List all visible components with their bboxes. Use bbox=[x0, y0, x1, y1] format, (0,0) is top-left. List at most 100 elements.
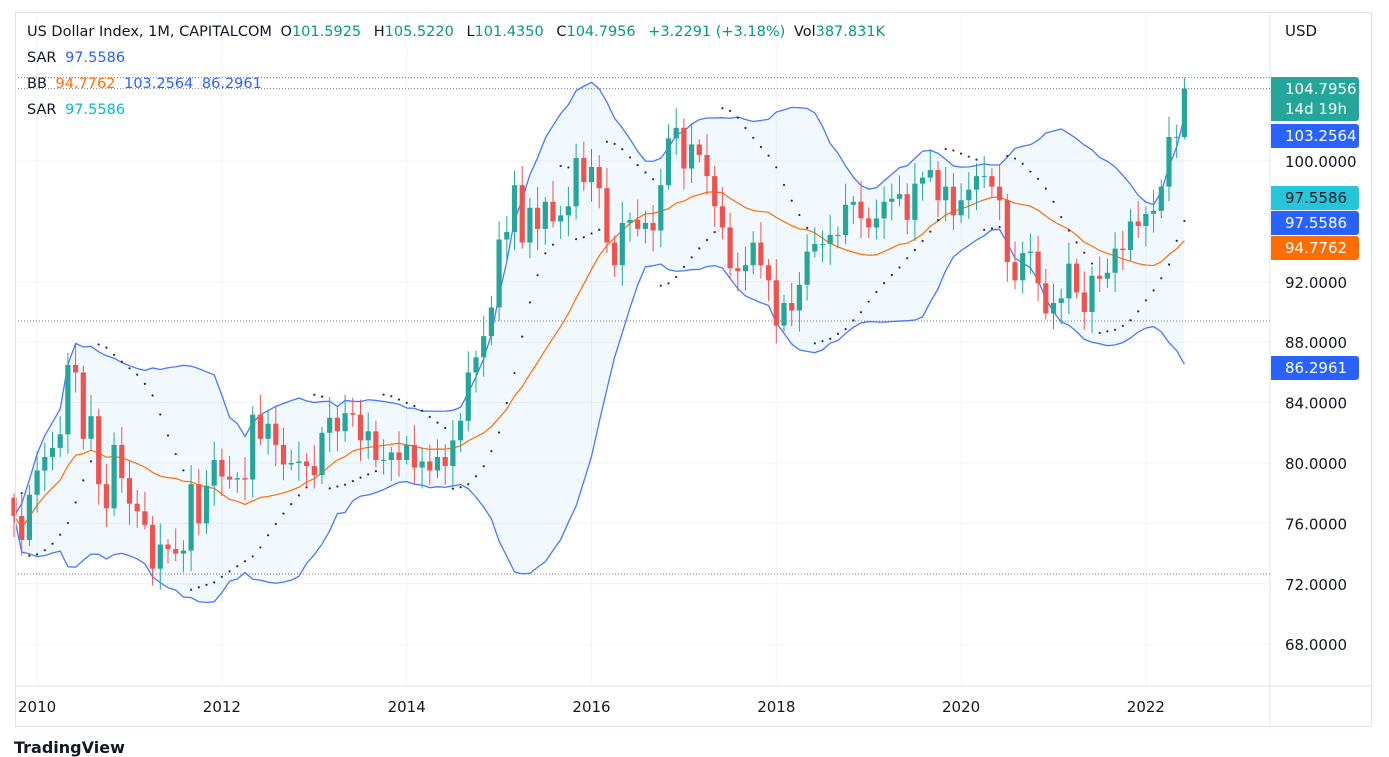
price-badge: 97.5586 bbox=[1271, 185, 1359, 210]
sar-dot bbox=[405, 401, 408, 404]
sar-dot bbox=[1152, 289, 1155, 292]
candle-body bbox=[588, 167, 595, 183]
candle-body bbox=[950, 186, 956, 216]
sar-dot bbox=[143, 382, 146, 385]
sar-dot bbox=[628, 156, 632, 159]
candle-body bbox=[404, 444, 410, 460]
candle-body bbox=[1081, 292, 1087, 312]
bar-countdown: 14d 19h bbox=[1285, 99, 1347, 118]
sar-dot bbox=[190, 588, 193, 591]
sar-dot bbox=[51, 542, 54, 545]
candle-body bbox=[681, 127, 687, 169]
time-tick-label: 2016 bbox=[572, 698, 610, 716]
candle-body bbox=[1097, 275, 1103, 279]
candle-body bbox=[396, 452, 402, 460]
sar-dot bbox=[89, 460, 93, 463]
sar-dot bbox=[498, 431, 501, 434]
sar-dot bbox=[752, 136, 755, 139]
sar-dot bbox=[636, 164, 639, 167]
sar-dot bbox=[667, 282, 670, 285]
candle-body bbox=[357, 414, 364, 441]
sar-dot bbox=[313, 393, 316, 396]
candle-body bbox=[1158, 186, 1164, 211]
legend-bb[interactable]: BB 94.7762 103.2564 86.2961 bbox=[27, 76, 262, 92]
sar-dot bbox=[297, 494, 300, 497]
candle-body bbox=[419, 461, 425, 468]
sar-dot bbox=[490, 450, 493, 453]
candle-body bbox=[1012, 262, 1018, 281]
candle-body bbox=[304, 461, 310, 467]
candle-body bbox=[873, 218, 879, 228]
price-tick-label: 100.0000 bbox=[1285, 153, 1357, 171]
candle-body bbox=[350, 413, 356, 415]
sar-dot bbox=[836, 332, 840, 335]
candle-body bbox=[203, 485, 210, 524]
candle-body bbox=[458, 420, 464, 441]
sar-dot bbox=[936, 218, 940, 222]
candle-body bbox=[796, 284, 802, 311]
sar-dot bbox=[790, 199, 793, 202]
candle-body bbox=[1027, 251, 1033, 254]
candle-body bbox=[704, 154, 710, 177]
sar-dot bbox=[659, 284, 662, 287]
candle-body bbox=[889, 198, 895, 202]
candle-body bbox=[327, 417, 333, 433]
price-tick-label: 72.0000 bbox=[1285, 576, 1347, 594]
candle-body bbox=[142, 511, 148, 525]
sar-dot bbox=[105, 346, 108, 349]
candle-body bbox=[850, 201, 856, 205]
sar-dot bbox=[883, 282, 886, 285]
sar-dot bbox=[136, 373, 139, 376]
candle-body bbox=[119, 444, 125, 479]
candle-body bbox=[812, 244, 818, 252]
sar-dot bbox=[1129, 319, 1132, 322]
badge-value: 86.2961 bbox=[1285, 358, 1348, 377]
currency-label[interactable]: USD bbox=[1285, 22, 1318, 40]
symbol-title[interactable]: US Dollar Index, 1M, CAPITALCOM bbox=[27, 24, 272, 40]
sar-dot bbox=[421, 409, 424, 412]
sar-dot bbox=[1006, 154, 1009, 158]
candle-body bbox=[858, 201, 864, 219]
candle-body bbox=[388, 452, 394, 460]
candle-body bbox=[173, 549, 179, 554]
candle-body bbox=[1058, 298, 1064, 303]
candle-body bbox=[296, 461, 302, 463]
candle-body bbox=[1050, 302, 1057, 314]
sar-dot bbox=[690, 256, 693, 259]
sar-dot bbox=[220, 575, 223, 578]
sar-dot bbox=[482, 465, 485, 468]
sar-dot bbox=[1121, 324, 1124, 328]
legend-sar-2[interactable]: SAR 97.5586 bbox=[27, 102, 126, 118]
sar-dot bbox=[459, 486, 462, 489]
sar-dot bbox=[43, 549, 46, 552]
sar-dot bbox=[983, 228, 986, 232]
candle-body bbox=[712, 176, 718, 207]
candle-body bbox=[504, 231, 510, 240]
candle-body bbox=[134, 503, 140, 512]
time-tick-label: 2010 bbox=[18, 698, 56, 716]
sar-dot bbox=[921, 239, 924, 243]
candle-body bbox=[696, 144, 702, 155]
sar-dot bbox=[413, 404, 416, 408]
sar-dot bbox=[320, 395, 324, 398]
candle-body bbox=[234, 478, 240, 480]
candle-body bbox=[997, 186, 1003, 201]
sar-dot bbox=[682, 265, 686, 268]
candle-body bbox=[1174, 136, 1180, 138]
candle-body bbox=[581, 157, 587, 183]
sar-dot bbox=[990, 227, 994, 230]
sar-dot bbox=[967, 155, 970, 158]
sar-dot bbox=[590, 232, 593, 235]
legend-sar-1[interactable]: SAR 97.5586 bbox=[27, 50, 126, 66]
sar-dot bbox=[351, 480, 354, 483]
sar-dot bbox=[1167, 263, 1171, 266]
candle-body bbox=[758, 242, 764, 266]
candle-body bbox=[1143, 213, 1149, 226]
sar-dot bbox=[767, 154, 770, 157]
sar-dot bbox=[575, 238, 578, 241]
sar-dot bbox=[59, 533, 62, 536]
candle-body bbox=[527, 207, 533, 243]
price-badge: 103.2564 bbox=[1271, 123, 1359, 148]
candle-body bbox=[96, 416, 102, 485]
